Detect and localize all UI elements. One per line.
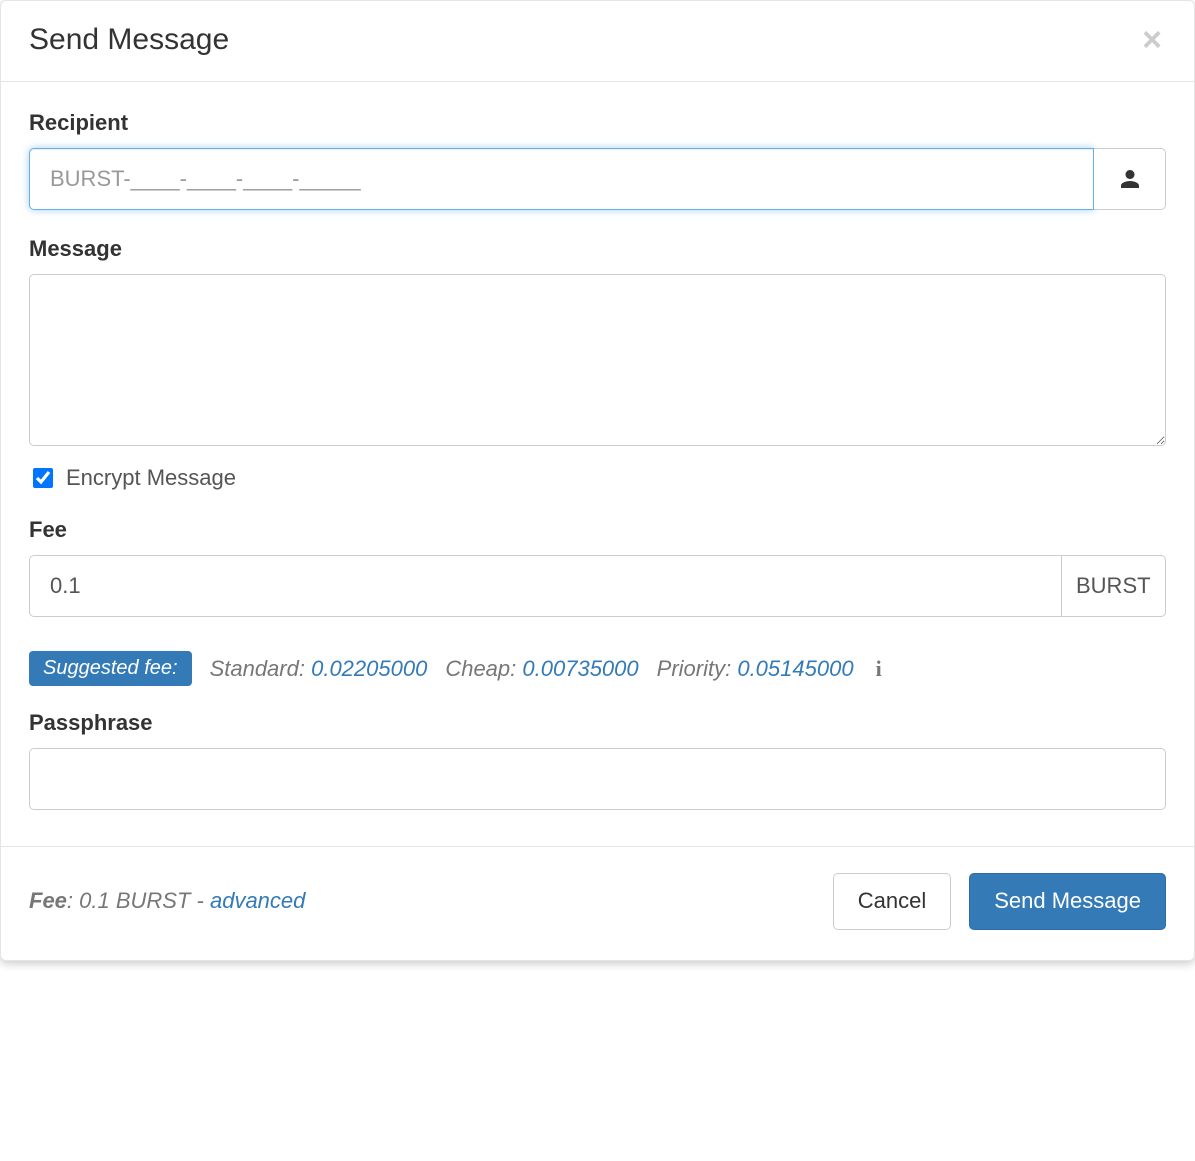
encrypt-label: Encrypt Message xyxy=(66,465,236,491)
close-button[interactable]: × xyxy=(1138,23,1166,57)
standard-fee-link[interactable]: 0.02205000 xyxy=(311,656,427,681)
modal-header: Send Message × xyxy=(1,1,1194,82)
passphrase-input[interactable] xyxy=(29,748,1166,810)
footer-fee-text: Fee: 0.1 BURST - advanced xyxy=(29,888,305,914)
footer-fee-value: : 0.1 BURST - xyxy=(67,888,210,913)
standard-fee-group: Standard: 0.02205000 xyxy=(210,656,428,682)
fee-input-row: BURST xyxy=(29,555,1166,617)
send-message-button[interactable]: Send Message xyxy=(969,873,1166,930)
message-group: Message Encrypt Message xyxy=(29,236,1166,491)
info-icon[interactable]: i xyxy=(876,656,882,682)
message-label: Message xyxy=(29,236,1166,262)
send-message-modal: Send Message × Recipient Message Encrypt… xyxy=(0,0,1195,961)
cheap-fee-label: Cheap: xyxy=(445,656,516,681)
recipient-label: Recipient xyxy=(29,110,1166,136)
footer-fee-label: Fee xyxy=(29,888,67,913)
modal-footer: Fee: 0.1 BURST - advanced Cancel Send Me… xyxy=(1,846,1194,960)
encrypt-checkbox[interactable] xyxy=(33,468,53,488)
modal-title: Send Message xyxy=(29,23,229,57)
suggested-fee-badge: Suggested fee: xyxy=(29,651,192,686)
priority-fee-group: Priority: 0.05145000 xyxy=(657,656,854,682)
priority-fee-label: Priority: xyxy=(657,656,732,681)
passphrase-group: Passphrase xyxy=(29,710,1166,810)
fee-group: Fee BURST xyxy=(29,517,1166,617)
person-icon xyxy=(1118,167,1142,191)
recipient-input[interactable] xyxy=(29,148,1094,210)
cheap-fee-group: Cheap: 0.00735000 xyxy=(445,656,638,682)
fee-unit-addon: BURST xyxy=(1062,555,1166,617)
priority-fee-link[interactable]: 0.05145000 xyxy=(737,656,853,681)
cheap-fee-link[interactable]: 0.00735000 xyxy=(522,656,638,681)
suggested-fee-row: Suggested fee: Standard: 0.02205000 Chea… xyxy=(29,651,1166,686)
passphrase-label: Passphrase xyxy=(29,710,1166,736)
footer-buttons: Cancel Send Message xyxy=(833,873,1166,930)
advanced-link[interactable]: advanced xyxy=(210,888,305,913)
contact-picker-button[interactable] xyxy=(1094,148,1166,210)
standard-fee-label: Standard: xyxy=(210,656,305,681)
encrypt-row: Encrypt Message xyxy=(29,465,1166,491)
fee-label: Fee xyxy=(29,517,1166,543)
message-textarea[interactable] xyxy=(29,274,1166,446)
cancel-button[interactable]: Cancel xyxy=(833,873,951,930)
recipient-group: Recipient xyxy=(29,110,1166,210)
fee-input[interactable] xyxy=(29,555,1062,617)
modal-body: Recipient Message Encrypt Message Fee xyxy=(1,82,1194,846)
recipient-input-row xyxy=(29,148,1166,210)
